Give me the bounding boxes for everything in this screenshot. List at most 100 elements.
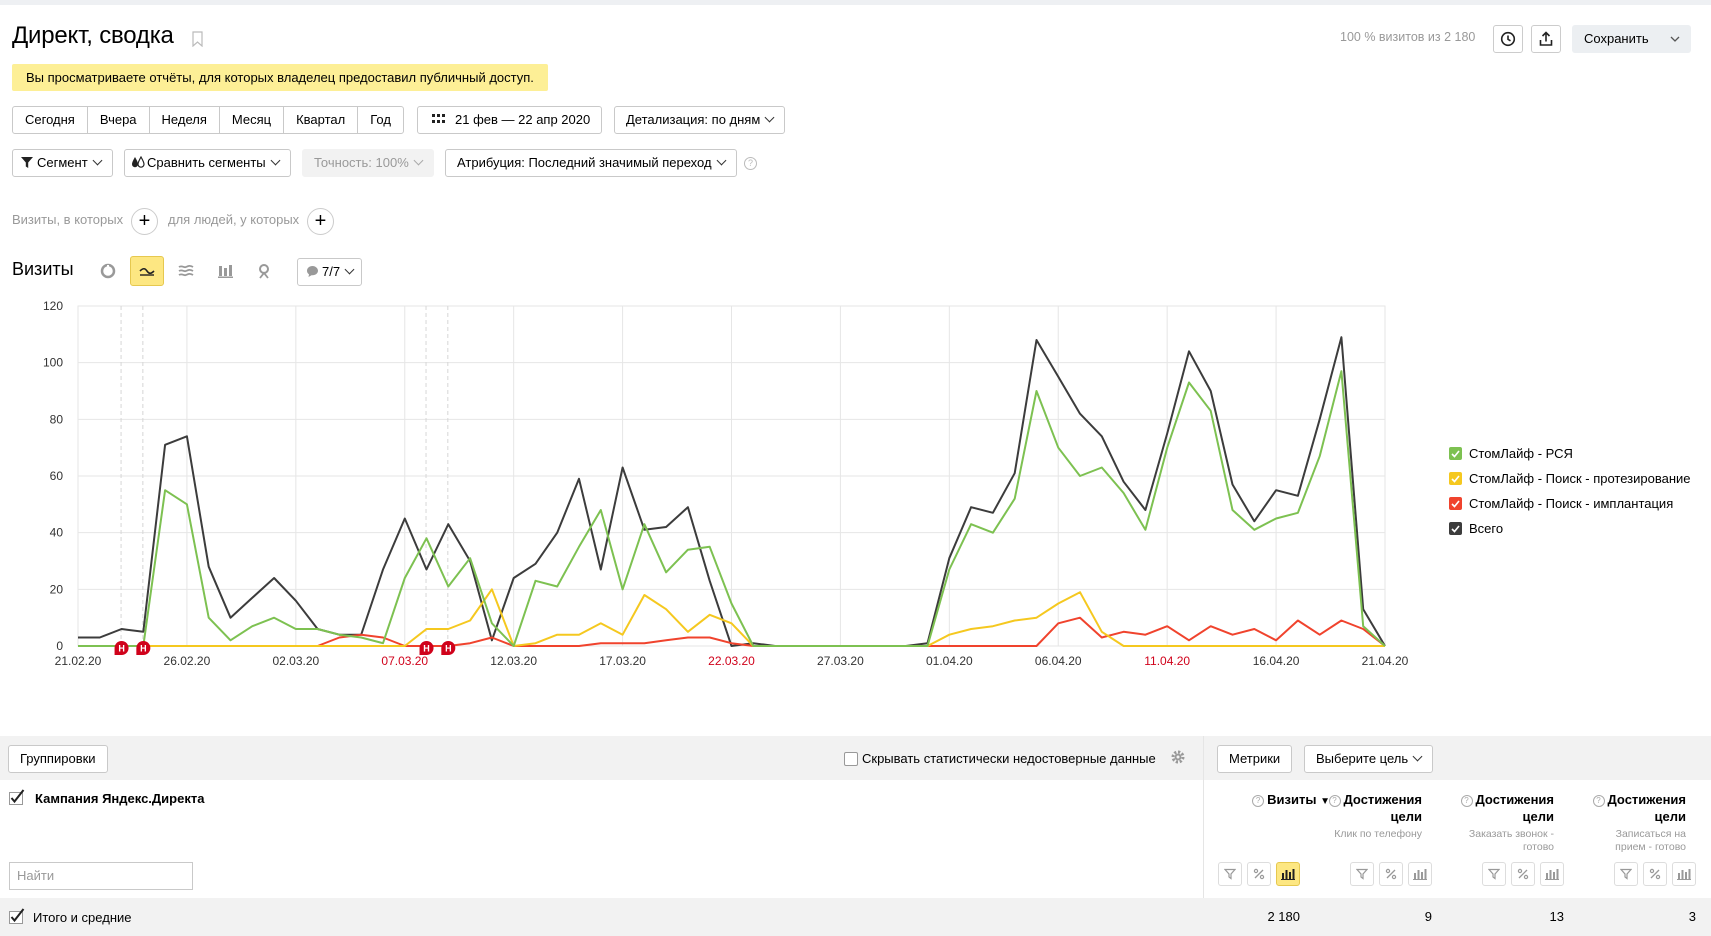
column-percent-button[interactable] <box>1379 862 1403 886</box>
select-goal-dropdown[interactable]: Выберите цель <box>1304 745 1434 773</box>
bookmark-icon[interactable] <box>192 31 203 47</box>
save-button[interactable]: Сохранить <box>1572 25 1691 53</box>
y-tick-label: 120 <box>43 299 63 313</box>
compare-label: Сравнить сегменты <box>147 155 266 170</box>
chevron-down-icon <box>1412 751 1423 762</box>
export-button[interactable] <box>1531 25 1561 53</box>
attribution-dropdown[interactable]: Атрибуция: Последний значимый переход <box>445 149 737 177</box>
help-icon[interactable]: ? <box>744 157 757 170</box>
check-icon <box>9 789 25 805</box>
x-tick-label: 17.03.20 <box>599 654 646 668</box>
map-view-button[interactable] <box>247 256 281 286</box>
x-tick-label: 21.02.20 <box>55 654 102 668</box>
filter-icon <box>1356 868 1368 880</box>
help-icon[interactable]: ? <box>1328 795 1341 807</box>
column-filter-button[interactable] <box>1350 862 1374 886</box>
period-tab-today[interactable]: Сегодня <box>13 107 88 133</box>
column-chart-button[interactable] <box>1276 862 1300 886</box>
metrics-button[interactable]: Метрики <box>1217 745 1293 773</box>
column-title: Визиты <box>1267 792 1317 807</box>
period-tab-quarter[interactable]: Квартал <box>284 107 359 133</box>
help-icon[interactable]: ? <box>1460 795 1473 807</box>
check-icon <box>9 908 25 924</box>
plus-icon: + <box>138 210 151 232</box>
check-icon <box>1451 524 1460 533</box>
pie-chart-view-button[interactable] <box>91 256 125 286</box>
legend-checkbox[interactable] <box>1449 472 1462 485</box>
column-goal-phone-header[interactable]: ? Достижения цели <box>1302 791 1422 825</box>
legend-item-implant[interactable]: СтомЛайф - Поиск - имплантация <box>1449 491 1691 516</box>
dimension-checkbox[interactable] <box>9 789 25 806</box>
totals-row <box>0 898 1711 936</box>
x-tick-label: 11.04.20 <box>1144 654 1190 668</box>
table-divider <box>1203 736 1204 936</box>
bar-chart-icon <box>1281 869 1295 880</box>
series-line <box>78 370 1386 647</box>
top-strip <box>0 0 1711 5</box>
legend-item-protez[interactable]: СтомЛайф - Поиск - протезирование <box>1449 466 1691 491</box>
segment-dropdown[interactable]: Сегмент <box>12 149 113 177</box>
filter-icon <box>21 157 33 168</box>
bar-chart-view-button[interactable] <box>208 256 242 286</box>
period-tab-year[interactable]: Год <box>370 112 391 127</box>
column-title: Достижения цели <box>1607 792 1686 824</box>
x-tick-label: 01.04.20 <box>926 654 973 668</box>
totals-checkbox[interactable] <box>9 908 25 925</box>
history-button[interactable] <box>1493 25 1523 53</box>
gear-icon[interactable] <box>1170 749 1186 765</box>
compare-segments-dropdown[interactable]: Сравнить сегменты <box>124 149 291 177</box>
column-percent-button[interactable] <box>1247 862 1271 886</box>
column-visits-header[interactable]: ? Визиты ▼ <box>1190 791 1330 810</box>
attribution-label: Атрибуция: Последний значимый переход <box>457 155 712 170</box>
column-percent-button[interactable] <box>1643 862 1667 886</box>
area-chart-view-button[interactable] <box>169 256 203 286</box>
groupings-button[interactable]: Группировки <box>8 745 108 773</box>
column-filter-button[interactable] <box>1614 862 1638 886</box>
comment-icon <box>307 266 318 277</box>
column-percent-button[interactable] <box>1511 862 1535 886</box>
period-tab-month[interactable]: Месяц <box>220 107 285 133</box>
detail-dropdown[interactable]: Детализация: по дням <box>614 106 786 134</box>
period-tab-week[interactable]: Неделя <box>150 107 220 133</box>
column-chart-button[interactable] <box>1672 862 1696 886</box>
legend-checkbox[interactable] <box>1449 497 1462 510</box>
hide-unreliable-checkbox[interactable] <box>844 752 858 766</box>
column-title: Достижения цели <box>1475 792 1554 824</box>
date-range-button[interactable]: 21 фев — 22 апр 2020 <box>417 106 603 134</box>
column-chart-button[interactable] <box>1540 862 1564 886</box>
column-chart-button[interactable] <box>1408 862 1432 886</box>
people-filter-label: для людей, у которых <box>168 212 300 227</box>
annotation-marker <box>136 641 151 655</box>
pie-chart-icon <box>100 263 116 279</box>
column-filter-button[interactable] <box>1218 862 1242 886</box>
save-button-label: Сохранить <box>1584 31 1649 46</box>
annotations-dropdown[interactable]: 7/7 <box>297 258 363 286</box>
annotation-marker <box>419 641 434 655</box>
accuracy-label: Точность: 100% <box>314 155 409 170</box>
table-search-input[interactable]: Найти <box>9 862 193 890</box>
add-visit-condition-button[interactable]: + <box>131 208 158 235</box>
column-goal-appointment-header[interactable]: ? Достижения цели <box>1566 791 1686 825</box>
line-chart-view-button[interactable] <box>130 256 164 286</box>
legend-checkbox[interactable] <box>1449 522 1462 535</box>
y-tick-label: 0 <box>56 639 63 653</box>
totals-label: Итого и средние <box>33 910 132 925</box>
legend-item-rsya[interactable]: СтомЛайф - РСЯ <box>1449 441 1691 466</box>
help-icon[interactable]: ? <box>1592 795 1605 807</box>
date-range-label: 21 фев — 22 апр 2020 <box>455 112 591 127</box>
legend-label: СтомЛайф - Поиск - имплантация <box>1469 496 1674 511</box>
total-visits: 2 180 <box>1267 909 1300 924</box>
column-goal-callback-sub: Заказать звонок - готово <box>1468 828 1554 853</box>
add-people-condition-button[interactable]: + <box>307 208 334 235</box>
legend-item-total[interactable]: Всего <box>1449 516 1691 541</box>
help-icon[interactable]: ? <box>1252 795 1265 807</box>
chevron-down-icon <box>92 155 103 166</box>
column-filter-button[interactable] <box>1482 862 1506 886</box>
series-line <box>78 588 1385 647</box>
period-tabs: Сегодня Вчера Неделя Месяц Квартал Год <box>12 106 404 134</box>
period-tab-yesterday[interactable]: Вчера <box>88 107 150 133</box>
legend-checkbox[interactable] <box>1449 447 1462 460</box>
y-tick-label: 60 <box>50 469 64 483</box>
accuracy-dropdown: Точность: 100% <box>302 149 434 177</box>
column-goal-callback-header[interactable]: ? Достижения цели <box>1434 791 1554 825</box>
